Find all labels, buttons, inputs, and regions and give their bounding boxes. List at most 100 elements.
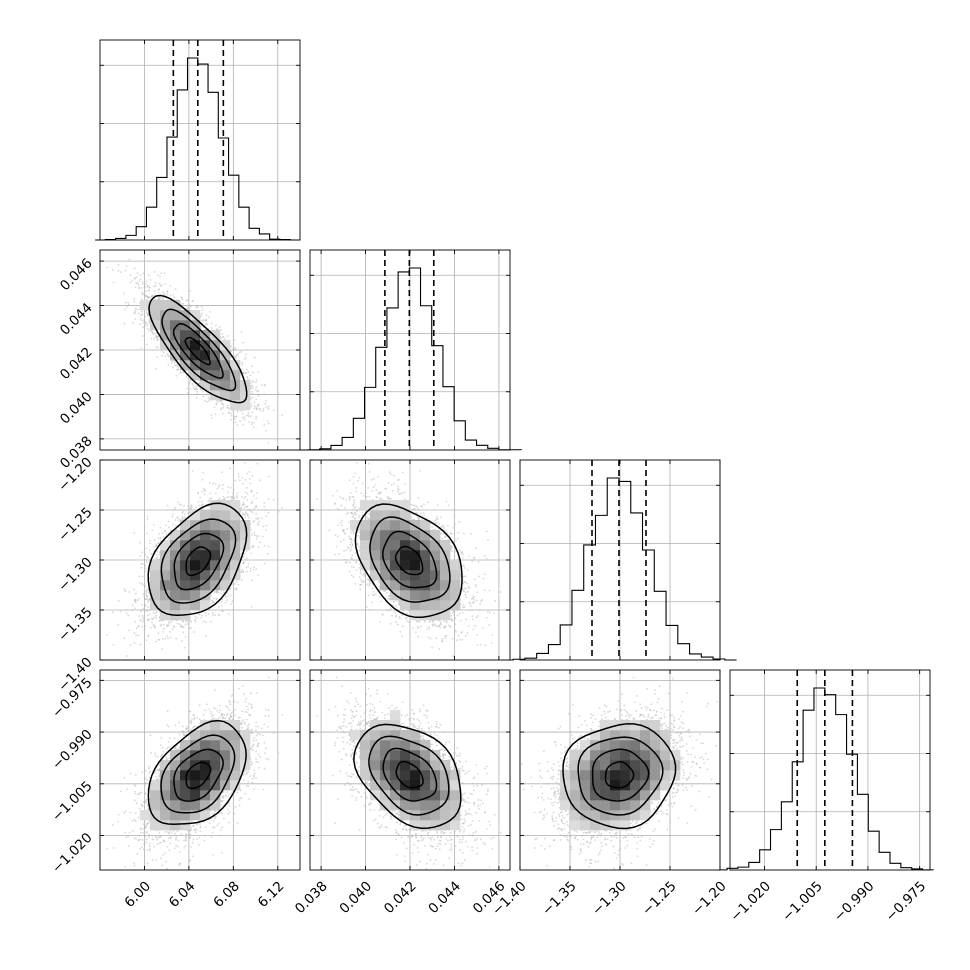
sample-point: [210, 417, 213, 420]
sample-point: [172, 293, 175, 296]
sample-point: [253, 401, 256, 404]
sample-point: [196, 392, 199, 395]
sample-point: [150, 330, 153, 332]
sample-point: [134, 286, 137, 289]
sample-point: [205, 322, 208, 325]
sample-point: [256, 404, 259, 406]
density-cell: [220, 370, 231, 381]
sample-point: [200, 616, 203, 619]
sample-point: [262, 407, 265, 410]
sample-point: [166, 353, 169, 355]
density-cell: [190, 340, 201, 351]
sample-point: [177, 366, 180, 369]
sample-point: [240, 376, 243, 379]
density-cell: [240, 390, 251, 401]
sample-point: [143, 318, 146, 321]
sample-point: [195, 396, 198, 399]
sample-point: [248, 415, 250, 418]
sample-point: [205, 318, 208, 321]
sample-point: [133, 276, 136, 279]
sample-point: [126, 306, 128, 308]
sample-point: [155, 345, 158, 348]
sample-point: [247, 414, 250, 416]
sample-point: [226, 335, 229, 337]
sample-point: [267, 442, 270, 444]
sample-point: [216, 328, 219, 331]
sample-point: [147, 274, 150, 277]
sample-point: [181, 298, 184, 301]
sample-point: [252, 386, 254, 389]
panel-frame: [99, 39, 301, 241]
sample-point: [117, 269, 120, 272]
density-cell: [230, 370, 241, 381]
sample-point: [203, 399, 206, 402]
sample-point: [220, 408, 222, 411]
sample-point: [142, 616, 145, 619]
histogram-panel-0: [95, 39, 301, 241]
sample-point: [263, 393, 266, 396]
sample-point: [244, 478, 247, 481]
density-cell: [150, 310, 161, 321]
sample-point: [169, 294, 172, 297]
density-cell: [200, 350, 211, 361]
sample-point: [257, 371, 260, 374]
sample-point: [242, 417, 244, 419]
sample-point: [189, 305, 192, 308]
sample-point: [241, 361, 244, 364]
sample-point: [205, 314, 208, 317]
sample-point: [189, 290, 192, 292]
sample-point: [233, 415, 236, 418]
sample-point: [236, 492, 239, 495]
sample-point: [146, 343, 148, 346]
sample-point: [171, 523, 174, 526]
sample-point: [266, 420, 269, 422]
sample-point: [134, 307, 137, 309]
sample-point: [156, 274, 159, 276]
sample-point: [227, 595, 229, 598]
sample-point: [125, 265, 128, 268]
sample-point: [140, 314, 142, 317]
sample-point: [250, 386, 252, 389]
sample-point: [138, 286, 141, 289]
sample-point: [128, 258, 131, 261]
sample-point: [259, 409, 262, 412]
sample-point: [123, 322, 126, 325]
sample-point: [257, 407, 260, 410]
sample-point: [188, 306, 191, 309]
sample-point: [272, 409, 275, 412]
sample-point: [253, 407, 256, 410]
sample-point: [216, 400, 219, 402]
sample-point: [176, 364, 179, 367]
sample-point: [144, 321, 147, 323]
sample-point: [153, 271, 156, 273]
sample-point: [241, 363, 244, 366]
sample-point: [246, 570, 248, 573]
sample-point: [163, 293, 166, 296]
sample-point: [189, 388, 192, 390]
sample-point: [145, 311, 148, 314]
sample-point: [150, 337, 153, 340]
sample-point: [235, 415, 238, 418]
sample-point: [255, 406, 257, 409]
sample-point: [157, 291, 160, 294]
sample-point: [123, 292, 126, 295]
sample-point: [255, 388, 257, 391]
sample-point: [158, 288, 160, 291]
sample-point: [131, 279, 134, 282]
sample-point: [157, 346, 159, 349]
sample-point: [141, 283, 144, 286]
sample-point: [253, 405, 256, 408]
sample-point: [221, 412, 224, 415]
sample-point: [167, 364, 170, 367]
density-cell: [140, 300, 151, 311]
histogram-step-line: [501, 477, 737, 661]
sample-point: [250, 404, 253, 407]
sample-point: [124, 301, 127, 304]
sample-point: [146, 312, 149, 315]
sample-point: [174, 288, 177, 290]
sample-point: [227, 410, 230, 413]
sample-point: [188, 383, 190, 386]
sample-point: [162, 298, 164, 301]
sample-point: [161, 354, 164, 357]
sample-point: [141, 292, 143, 294]
